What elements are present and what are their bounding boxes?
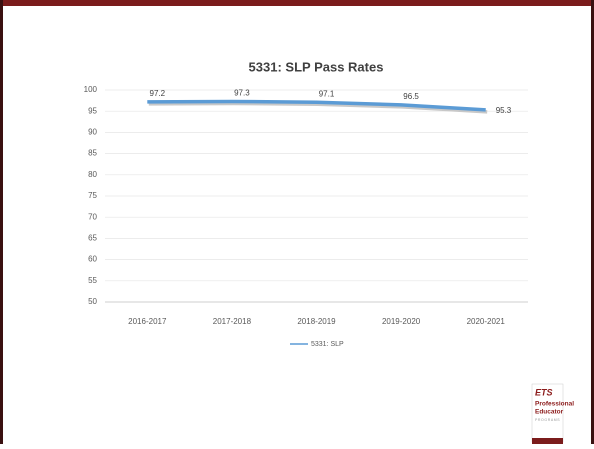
y-tick-label: 95: [88, 106, 97, 115]
y-tick-label: 100: [84, 85, 98, 94]
y-tick-label: 85: [88, 149, 97, 158]
y-tick-label: 80: [88, 170, 97, 179]
logo-line: Professional: [535, 401, 574, 408]
data-label: 97.2: [150, 89, 166, 98]
logo-bar: [532, 438, 563, 444]
line-shadow: [148, 101, 488, 114]
top-bar: [0, 0, 594, 6]
data-line: [147, 99, 486, 112]
data-label: 95.3: [496, 106, 512, 115]
left-border: [0, 0, 3, 444]
logo: ETS Professional Educator PROGRAMS: [531, 383, 574, 444]
logo-line: Educator: [535, 409, 564, 416]
x-tick-label: 2019-2020: [382, 317, 421, 326]
y-tick-label: 75: [88, 191, 97, 200]
y-tick-label: 70: [88, 212, 97, 221]
data-label: 97.1: [319, 89, 335, 98]
chart-title: 5331: SLP Pass Rates: [249, 59, 384, 74]
data-label: 97.3: [234, 89, 250, 98]
x-tick-label: 2020-2021: [467, 317, 506, 326]
logo-tagline: PROGRAMS: [535, 418, 560, 422]
logo-brand: ETS: [535, 387, 553, 397]
x-tick-label: 2016-2017: [128, 317, 167, 326]
y-tick-label: 60: [88, 255, 97, 264]
logo-box: [531, 383, 564, 443]
legend-label: 5331: SLP: [311, 341, 344, 348]
x-tick-label: 2018-2019: [297, 317, 336, 326]
y-tick-label: 65: [88, 234, 97, 243]
data-label: 96.5: [403, 92, 419, 101]
y-tick-label: 50: [88, 297, 97, 306]
y-tick-label: 90: [88, 128, 97, 137]
right-border: [591, 0, 594, 444]
x-tick-label: 2017-2018: [213, 317, 252, 326]
y-tick-label: 55: [88, 276, 97, 285]
